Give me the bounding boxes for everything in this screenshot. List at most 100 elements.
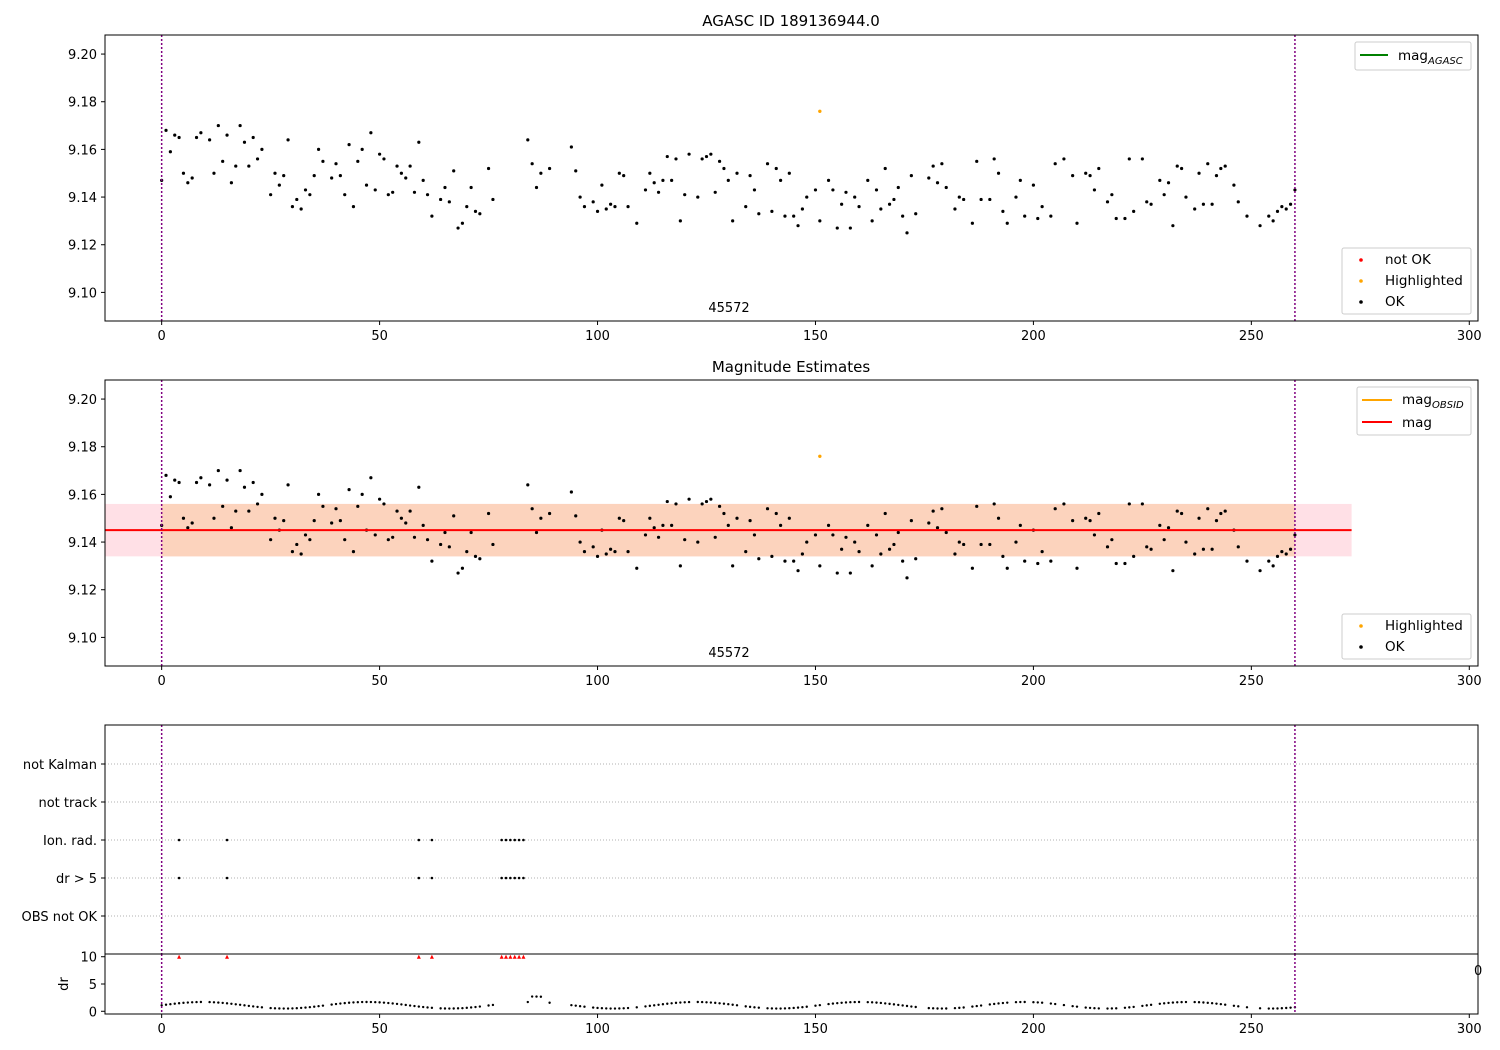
ok-point <box>661 523 665 527</box>
ok-point <box>779 178 783 182</box>
ok-point <box>378 497 382 501</box>
ok-point <box>382 502 386 506</box>
ok-point <box>826 178 831 182</box>
dr-clipped-marker <box>512 954 517 959</box>
ok-point <box>1114 216 1118 221</box>
dr-point <box>696 1000 699 1004</box>
ok-point <box>273 516 277 520</box>
ok-point <box>338 174 342 178</box>
dr-point <box>208 1000 211 1004</box>
dr-clipped-marker <box>429 954 434 959</box>
ok-point <box>1014 195 1018 199</box>
ok-point <box>1214 174 1219 178</box>
ok-point <box>299 552 303 556</box>
ok-point <box>347 488 351 492</box>
dr-point <box>469 1006 473 1009</box>
ok-point <box>735 171 739 175</box>
ok-point <box>1149 202 1153 206</box>
ok-point <box>1071 174 1075 178</box>
x-tick-label: 200 <box>1021 1022 1046 1037</box>
ok-point <box>879 552 883 556</box>
ok-point <box>1293 533 1297 537</box>
ok-point <box>164 128 168 132</box>
dr-point <box>679 1001 682 1004</box>
flag-point <box>177 876 181 880</box>
dr-point <box>757 1006 761 1009</box>
ok-point <box>661 178 665 182</box>
ok-point <box>892 542 896 547</box>
dr-point <box>347 1001 351 1004</box>
ok-point <box>364 183 369 187</box>
ok-point <box>874 188 879 192</box>
dr-point <box>674 1001 678 1005</box>
ok-point <box>1049 559 1053 563</box>
dr-point <box>452 1007 455 1010</box>
dr-point <box>849 1001 852 1004</box>
x-tick-label: 100 <box>585 329 610 344</box>
ok-point <box>717 504 722 508</box>
ok-point <box>879 207 883 211</box>
ok-point <box>765 162 770 166</box>
ok-point <box>678 564 682 568</box>
ok-point <box>1245 214 1249 218</box>
dr-point <box>1184 1000 1188 1004</box>
ok-point <box>770 554 774 558</box>
dr-point <box>400 1003 403 1006</box>
x-tick-label: 50 <box>371 329 388 344</box>
ok-point <box>988 197 992 202</box>
ok-point <box>975 159 979 163</box>
dr-point <box>1128 1006 1131 1009</box>
ok-point <box>1193 207 1197 211</box>
ok-point <box>1114 561 1118 566</box>
ok-point <box>726 178 730 182</box>
legend-highlighted-marker <box>1359 279 1363 283</box>
ok-point <box>813 188 818 192</box>
ok-point <box>709 497 713 501</box>
ok-point <box>796 569 800 573</box>
ok-point <box>534 530 539 535</box>
ok-point <box>774 166 778 171</box>
dr-point <box>788 1007 791 1010</box>
dr-point <box>461 1006 464 1010</box>
flag-point <box>509 838 512 842</box>
ok-point <box>1145 545 1149 549</box>
dr-point <box>169 1003 172 1006</box>
ok-point <box>831 188 835 192</box>
flag-point <box>504 876 508 880</box>
dr-point <box>975 1004 978 1008</box>
dr-point <box>818 1003 822 1007</box>
dr-point <box>395 1002 399 1006</box>
ok-point <box>399 516 403 520</box>
ok-point <box>1219 511 1223 516</box>
ok-point <box>465 205 469 209</box>
ok-point <box>225 133 229 137</box>
ok-point <box>1180 511 1184 516</box>
ok-point <box>360 492 364 496</box>
ok-point <box>395 509 399 513</box>
ok-point <box>914 557 918 561</box>
dr-point <box>683 1001 686 1004</box>
dr-point <box>304 1006 307 1009</box>
dr-point <box>945 1007 948 1010</box>
ok-point <box>656 535 661 539</box>
ok-point <box>1018 178 1022 182</box>
ok-point <box>656 190 661 194</box>
ok-point <box>1223 509 1227 513</box>
ok-point <box>360 147 364 151</box>
ok-point <box>722 166 726 171</box>
ok-point <box>308 193 312 197</box>
ok-point <box>347 143 351 147</box>
ok-point <box>1036 561 1040 566</box>
agasc-title: AGASC ID 189136944.0 <box>702 12 880 30</box>
dr-point <box>1123 1006 1127 1009</box>
ok-point <box>356 159 360 163</box>
ok-point <box>591 200 595 204</box>
ok-point <box>469 530 473 535</box>
ok-point <box>600 183 604 187</box>
ok-point <box>186 526 190 530</box>
ok-point <box>255 502 260 506</box>
flag-category-label: dr > 5 <box>56 872 97 887</box>
dr-point <box>1132 1005 1135 1009</box>
dr-point <box>273 1007 277 1010</box>
dr-point <box>1075 1005 1079 1008</box>
